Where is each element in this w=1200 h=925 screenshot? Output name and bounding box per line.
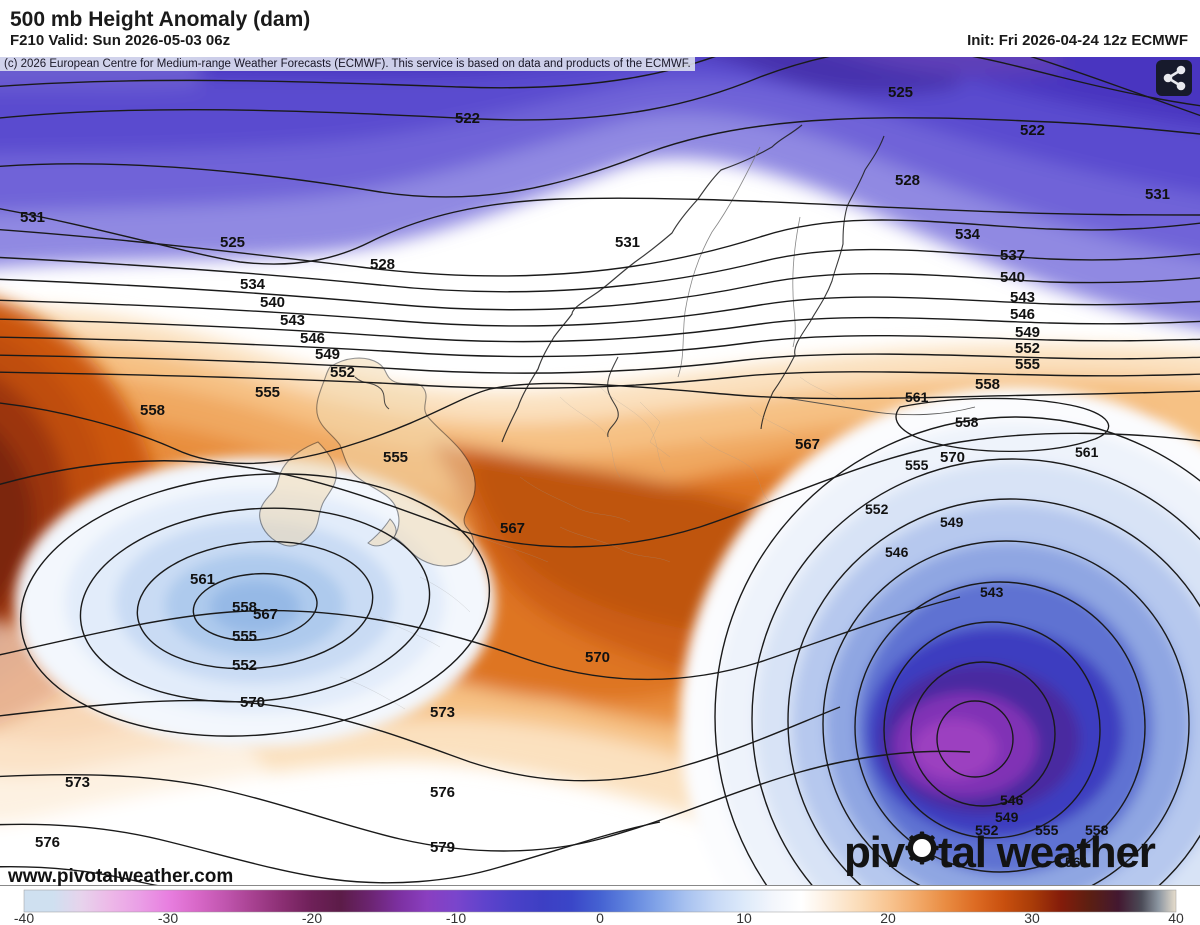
svg-text:543: 543 <box>980 584 1004 600</box>
svg-text:555: 555 <box>1015 356 1040 373</box>
svg-text:552: 552 <box>330 364 355 381</box>
svg-text:531: 531 <box>1145 186 1170 203</box>
svg-text:567: 567 <box>500 520 525 537</box>
svg-text:540: 540 <box>1000 269 1025 286</box>
svg-text:piv: piv <box>844 828 906 877</box>
svg-text:543: 543 <box>280 312 305 329</box>
svg-text:555: 555 <box>905 457 929 473</box>
svg-text:30: 30 <box>1024 910 1040 925</box>
svg-text:0: 0 <box>596 910 604 925</box>
svg-text:552: 552 <box>1015 340 1040 357</box>
svg-text:531: 531 <box>20 209 45 226</box>
svg-text:573: 573 <box>65 774 90 791</box>
svg-text:558: 558 <box>955 414 979 430</box>
svg-text:525: 525 <box>888 84 913 101</box>
svg-text:579: 579 <box>430 839 455 856</box>
svg-text:-10: -10 <box>446 910 466 925</box>
svg-text:555: 555 <box>255 384 280 401</box>
svg-text:546: 546 <box>300 330 325 347</box>
svg-text:tal weather: tal weather <box>938 828 1156 877</box>
svg-text:546: 546 <box>1010 306 1035 323</box>
svg-text:528: 528 <box>895 172 920 189</box>
svg-text:573: 573 <box>430 704 455 721</box>
svg-text:531: 531 <box>615 234 640 251</box>
svg-text:525: 525 <box>220 234 245 251</box>
svg-text:-30: -30 <box>158 910 178 925</box>
svg-text:-20: -20 <box>302 910 322 925</box>
svg-text:522: 522 <box>455 110 480 127</box>
svg-text:555: 555 <box>383 449 408 466</box>
svg-text:10: 10 <box>736 910 752 925</box>
svg-text:558: 558 <box>232 599 257 616</box>
svg-text:522: 522 <box>1020 122 1045 139</box>
svg-text:40: 40 <box>1168 910 1184 925</box>
svg-text:543: 543 <box>1010 289 1035 306</box>
svg-text:546: 546 <box>1000 792 1024 808</box>
svg-text:561: 561 <box>905 389 929 405</box>
svg-text:552: 552 <box>865 501 889 517</box>
svg-text:549: 549 <box>315 346 340 363</box>
svg-text:558: 558 <box>975 376 1000 393</box>
svg-text:561: 561 <box>190 571 215 588</box>
svg-text:-40: -40 <box>14 910 34 925</box>
svg-text:570: 570 <box>585 649 610 666</box>
svg-text:552: 552 <box>232 657 257 674</box>
svg-text:549: 549 <box>1015 324 1040 341</box>
svg-text:528: 528 <box>370 256 395 273</box>
svg-text:555: 555 <box>232 628 257 645</box>
svg-text:20: 20 <box>880 910 896 925</box>
svg-text:549: 549 <box>940 514 964 530</box>
svg-text:537: 537 <box>1000 247 1025 264</box>
svg-text:558: 558 <box>140 402 165 419</box>
svg-text:534: 534 <box>955 226 981 243</box>
svg-text:540: 540 <box>260 294 285 311</box>
svg-text:549: 549 <box>995 809 1019 825</box>
svg-text:534: 534 <box>240 276 266 293</box>
svg-text:576: 576 <box>35 834 60 851</box>
svg-text:546: 546 <box>885 544 909 560</box>
svg-text:570: 570 <box>240 694 265 711</box>
svg-text:576: 576 <box>430 784 455 801</box>
svg-text:561: 561 <box>1075 444 1099 460</box>
svg-text:567: 567 <box>795 436 820 453</box>
